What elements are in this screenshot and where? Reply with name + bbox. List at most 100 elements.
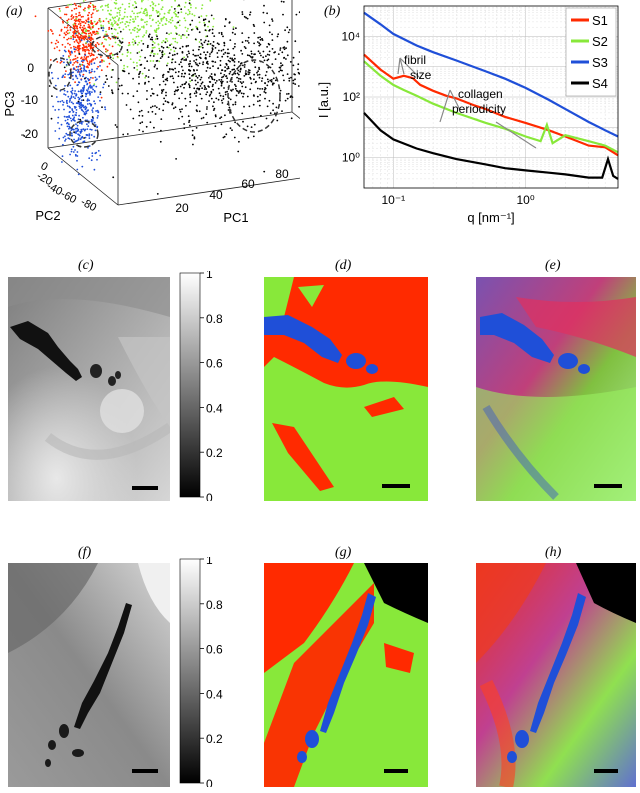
pca-point xyxy=(170,21,172,24)
pca-point xyxy=(163,12,166,15)
pca-point xyxy=(253,95,255,97)
pca-point xyxy=(79,138,82,141)
pca-point xyxy=(229,98,232,101)
pca-point xyxy=(87,43,90,46)
pca-point xyxy=(88,30,90,32)
pca-point xyxy=(84,80,87,83)
pca-point xyxy=(237,90,239,93)
pca-point xyxy=(190,6,192,9)
pca-point xyxy=(82,15,84,18)
pca-point xyxy=(201,81,204,84)
pca-point xyxy=(183,6,186,8)
pca-point xyxy=(146,46,149,49)
pca-point xyxy=(79,132,82,134)
pca-point xyxy=(248,54,251,57)
pca-point xyxy=(211,28,214,31)
pca-point xyxy=(282,74,284,77)
pca-point xyxy=(222,53,225,55)
pca-point xyxy=(213,78,216,81)
pca-point xyxy=(194,72,197,75)
pca-point xyxy=(187,27,189,30)
pca-point xyxy=(160,92,163,94)
pca-point xyxy=(252,23,255,26)
pca-point xyxy=(58,127,61,130)
pca-point xyxy=(185,45,188,48)
pca-point xyxy=(82,28,85,30)
pca-point xyxy=(210,90,213,93)
pca-point xyxy=(181,92,183,94)
pca-point xyxy=(260,80,263,82)
pca-point xyxy=(202,63,204,66)
pca-point xyxy=(265,71,268,73)
pca-point xyxy=(292,64,295,67)
pca-point xyxy=(70,50,73,53)
pca-point xyxy=(156,53,159,55)
pca-point xyxy=(66,24,69,27)
pca-point xyxy=(63,115,66,118)
pca-point xyxy=(289,61,292,63)
pca-point xyxy=(75,34,78,37)
pca-point xyxy=(77,90,80,93)
pca-point xyxy=(201,44,204,46)
pca-point xyxy=(210,14,213,17)
pca-point xyxy=(68,32,71,34)
pca-point xyxy=(134,16,137,18)
pca-point xyxy=(220,123,223,126)
series-line-S4 xyxy=(363,112,619,180)
pca-point xyxy=(188,83,190,85)
pca-point xyxy=(86,123,88,126)
pca-point xyxy=(231,129,233,132)
pca-point xyxy=(156,11,159,14)
pca-point xyxy=(85,110,87,113)
pca-point xyxy=(280,65,282,67)
pca-point xyxy=(189,124,191,127)
pca-point xyxy=(98,75,101,78)
pca-point xyxy=(140,39,143,42)
pca-point xyxy=(193,137,196,140)
pca-point xyxy=(230,89,232,91)
pca-point xyxy=(74,46,77,49)
pca-point xyxy=(227,48,229,51)
pca-point xyxy=(168,12,171,14)
pca-point xyxy=(62,20,64,23)
pca-point xyxy=(246,95,249,98)
pca-point xyxy=(96,78,98,80)
pca-point xyxy=(116,15,118,17)
pca-point xyxy=(286,40,289,43)
pca-point xyxy=(103,60,105,63)
pca-point xyxy=(75,66,78,68)
pca-point xyxy=(108,36,110,39)
pca-point xyxy=(87,77,89,80)
pca-point xyxy=(268,50,271,53)
pca-point xyxy=(54,109,57,111)
pca-point xyxy=(169,44,171,47)
pca-point xyxy=(246,125,249,128)
pca-point xyxy=(247,136,250,139)
pca-point xyxy=(57,122,59,124)
pca-point xyxy=(195,54,197,57)
pca-point xyxy=(166,46,169,49)
pca-point xyxy=(94,58,97,60)
pca-point xyxy=(171,102,174,104)
colorbar-tick-label: 0.2 xyxy=(206,732,223,746)
pca-point xyxy=(70,132,73,135)
pca-point xyxy=(174,47,177,50)
pca-point xyxy=(232,26,235,28)
pca-point xyxy=(74,29,76,32)
pca-point xyxy=(69,62,72,64)
pca-point xyxy=(200,117,203,120)
pca-point xyxy=(188,119,191,122)
pca-point xyxy=(175,13,178,16)
pca-point xyxy=(274,79,277,82)
pca-point xyxy=(145,32,148,34)
pca-point xyxy=(298,105,300,108)
pca-point xyxy=(234,57,236,60)
pca-point xyxy=(249,88,252,91)
pca-point xyxy=(85,95,87,98)
pca-point xyxy=(168,21,170,23)
pca-point xyxy=(170,17,173,19)
pca-point xyxy=(97,49,99,52)
pca-point xyxy=(184,82,187,85)
pca-point xyxy=(192,143,194,146)
pca-point xyxy=(66,134,69,136)
